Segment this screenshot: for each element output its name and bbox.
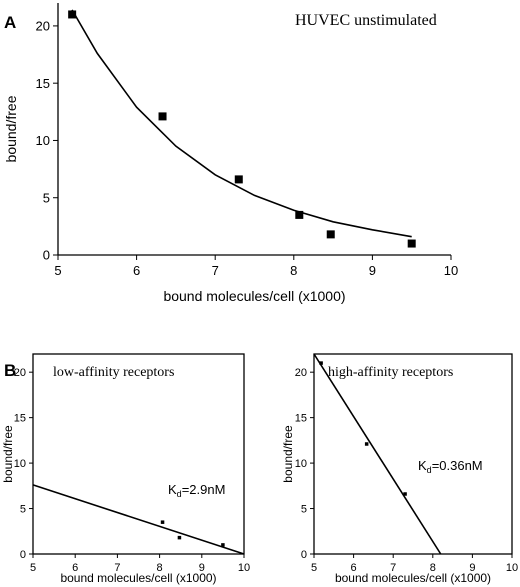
data-point	[364, 442, 369, 446]
kd-annotation: Kd=2.9nM	[168, 482, 225, 499]
x-tick-label: 9	[199, 562, 205, 574]
plot-frame	[32, 353, 245, 555]
data-point	[326, 230, 335, 239]
x-tick-label: 5	[311, 562, 317, 574]
x-axis-label: bound molecules/cell (x1000)	[335, 571, 491, 585]
x-tick-label: 6	[72, 562, 78, 574]
y-tick-label: 5	[301, 504, 307, 516]
y-tick-label: 10	[14, 458, 26, 470]
x-axis-label: bound molecules/cell (x1000)	[60, 571, 216, 585]
data-point	[403, 492, 407, 496]
panel-letter-b: B	[4, 361, 16, 380]
x-tick-label: 10	[444, 263, 458, 278]
y-tick-label: 10	[295, 458, 307, 470]
x-tick-label: 8	[157, 562, 163, 574]
y-axis-label: bound/free	[1, 425, 15, 483]
y-tick-label: 20	[36, 19, 50, 34]
data-point	[234, 175, 243, 184]
x-tick-label: 6	[133, 263, 140, 278]
y-axis-label: bound/free	[281, 425, 295, 483]
chart-title: HUVEC unstimulated	[295, 12, 437, 29]
y-tick-label: 5	[43, 190, 50, 205]
x-tick-label: 6	[351, 562, 357, 574]
data-point	[68, 10, 77, 19]
data-point	[295, 210, 304, 219]
chart-title: high-affinity receptors	[328, 365, 453, 380]
fit-curve	[71, 9, 412, 238]
y-tick-label: 15	[295, 413, 307, 425]
data-point	[177, 535, 182, 540]
data-point	[158, 112, 167, 121]
y-tick-label: 15	[36, 76, 50, 91]
x-axis-label: bound molecules/cell (x1000)	[163, 288, 345, 304]
x-tick-label: 5	[54, 263, 61, 278]
data-point	[221, 543, 225, 547]
y-tick-label: 0	[20, 549, 26, 561]
x-tick-label: 10	[238, 562, 250, 574]
data-point	[407, 239, 416, 248]
x-tick-label: 8	[430, 562, 436, 574]
data-point	[319, 361, 323, 365]
panel-letter-a: A	[4, 13, 16, 32]
data-point	[160, 520, 165, 524]
x-tick-label: 8	[290, 263, 297, 278]
kd-annotation: Kd=0.36nM	[418, 458, 483, 475]
y-tick-label: 0	[301, 549, 307, 561]
y-tick-label: 5	[20, 504, 26, 516]
y-tick-label: 10	[36, 133, 50, 148]
fit-line	[32, 484, 245, 555]
y-tick-label: 20	[14, 367, 26, 379]
x-tick-label: 9	[369, 263, 376, 278]
x-tick-label: 7	[390, 562, 396, 574]
fit-line	[313, 353, 442, 555]
y-tick-label: 0	[43, 248, 50, 263]
y-axis-label: bound/free	[3, 95, 19, 162]
y-tick-label: 15	[14, 413, 26, 425]
x-tick-label: 7	[212, 263, 219, 278]
plot-frame	[313, 353, 513, 555]
x-tick-label: 5	[30, 562, 36, 574]
x-tick-label: 10	[506, 562, 518, 574]
y-tick-label: 20	[295, 367, 307, 379]
x-tick-label: 9	[469, 562, 475, 574]
x-tick-label: 7	[114, 562, 120, 574]
chart-title: low-affinity receptors	[53, 365, 174, 380]
